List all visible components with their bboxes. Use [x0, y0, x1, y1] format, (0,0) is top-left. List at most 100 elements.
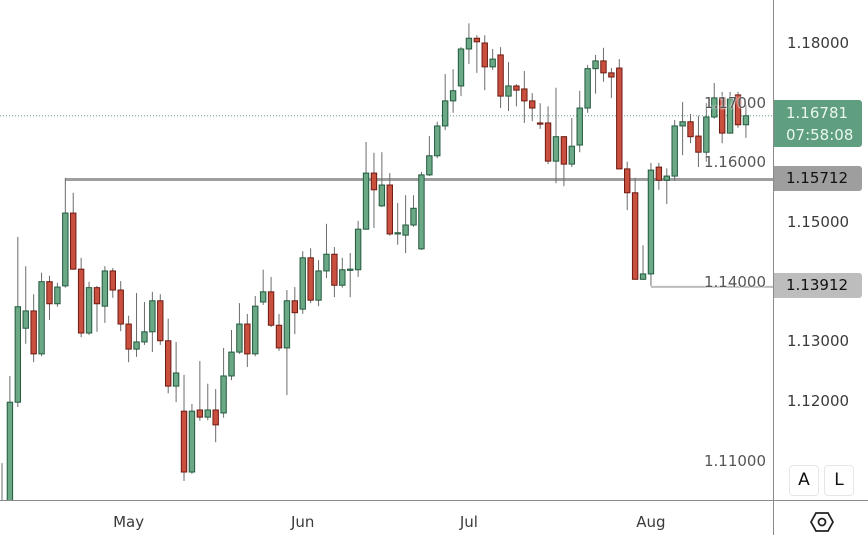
- candle-up: [283, 300, 291, 349]
- candle-up: [38, 281, 45, 355]
- candle-up: [402, 224, 409, 236]
- time-tick-label: Jun: [291, 513, 315, 531]
- candle-up: [220, 375, 227, 414]
- candle-up: [54, 286, 61, 305]
- candle-up: [418, 174, 425, 250]
- candle-up: [22, 310, 29, 329]
- candle-up: [434, 125, 441, 157]
- candle-up: [552, 136, 560, 162]
- candle-up: [568, 145, 576, 165]
- candle-down: [331, 253, 338, 286]
- candle-down: [497, 54, 504, 97]
- candle-down: [734, 94, 742, 126]
- time-axis-border: [0, 500, 868, 501]
- price-tick-label: 1.18000: [787, 34, 850, 52]
- candle-down: [307, 257, 314, 301]
- candle-up: [703, 116, 710, 153]
- level-price-label: 1.15712: [774, 166, 862, 191]
- candle-up: [339, 269, 346, 286]
- candle-up: [465, 37, 473, 50]
- candle-down: [46, 281, 53, 305]
- candle-up: [639, 273, 647, 280]
- candle-up: [663, 175, 670, 181]
- candle-down: [481, 42, 488, 68]
- candle-down: [513, 85, 520, 91]
- candle-up: [101, 270, 109, 307]
- candle-down: [93, 287, 101, 305]
- candle-up: [347, 268, 354, 271]
- last-price-value: 1.16781: [786, 104, 849, 122]
- candle-up: [172, 372, 180, 387]
- candle-up: [671, 125, 678, 177]
- candle-up: [323, 253, 330, 272]
- candle-down: [125, 323, 132, 350]
- candle-up: [85, 287, 93, 334]
- candle-down: [695, 135, 702, 153]
- candle-down: [244, 323, 251, 355]
- candle-up: [576, 107, 583, 146]
- bar-countdown: 07:58:08: [786, 126, 854, 144]
- candle-up: [204, 409, 211, 418]
- candle-up: [726, 98, 734, 134]
- candle-up: [149, 300, 156, 333]
- candle-up: [141, 331, 148, 343]
- log-scale-button[interactable]: L: [824, 465, 854, 496]
- candle-down: [164, 340, 172, 387]
- candle-down: [521, 88, 528, 102]
- level-price-label: 1.13912: [774, 273, 862, 298]
- candle-up: [354, 228, 362, 271]
- candle-up: [315, 270, 322, 301]
- time-tick-label: Jul: [459, 513, 478, 531]
- candle-down: [109, 270, 116, 291]
- price-tick-label: 1.12000: [787, 392, 850, 411]
- candle-up: [133, 341, 140, 350]
- candle-down: [275, 324, 283, 349]
- candle-down: [70, 212, 77, 270]
- candle-up: [449, 90, 457, 102]
- candle-down: [370, 172, 378, 191]
- candle-down: [212, 409, 219, 426]
- candle-down: [30, 310, 37, 355]
- candle-up: [188, 410, 196, 473]
- candle-up: [252, 305, 259, 355]
- candle-up: [62, 212, 69, 287]
- candle-down: [631, 192, 639, 280]
- candle-down: [687, 121, 694, 138]
- candle-down: [157, 300, 164, 342]
- candle-down: [655, 166, 663, 181]
- candle-up: [647, 169, 655, 275]
- candle-down: [536, 122, 544, 125]
- candle-up: [378, 184, 386, 207]
- auto-scale-button[interactable]: A: [789, 465, 819, 496]
- candle-down: [616, 67, 623, 170]
- candle-up: [228, 351, 235, 377]
- candle-down: [529, 100, 536, 109]
- candle-down: [608, 72, 615, 78]
- candle-up: [14, 306, 22, 403]
- candle-down: [196, 409, 204, 418]
- candle-up: [584, 68, 591, 109]
- candle-up: [236, 323, 243, 353]
- candle-up: [441, 100, 449, 127]
- candle-up: [742, 115, 750, 126]
- candle-down: [473, 37, 481, 43]
- candle-up: [592, 60, 599, 70]
- candle-down: [117, 289, 124, 325]
- candle-up: [299, 257, 306, 310]
- candle-up: [6, 401, 14, 500]
- candle-down: [544, 122, 552, 162]
- candle-up: [457, 48, 465, 87]
- candlestick-plot[interactable]: [0, 0, 773, 500]
- candle-down: [560, 136, 568, 165]
- price-tick-label: 1.11000: [703, 451, 766, 470]
- candle-up: [259, 291, 267, 303]
- candle-up: [410, 207, 417, 226]
- candle-up: [426, 155, 433, 176]
- candle-up: [505, 85, 512, 97]
- settings-hexagon-icon[interactable]: [810, 511, 834, 533]
- last-price-label: 1.16781 07:58:08: [774, 100, 862, 147]
- time-tick-label: May: [113, 513, 145, 531]
- price-tick-label: 1.13000: [787, 332, 850, 351]
- price-tick-label: 1.14000: [703, 272, 766, 291]
- candle-up: [489, 58, 496, 68]
